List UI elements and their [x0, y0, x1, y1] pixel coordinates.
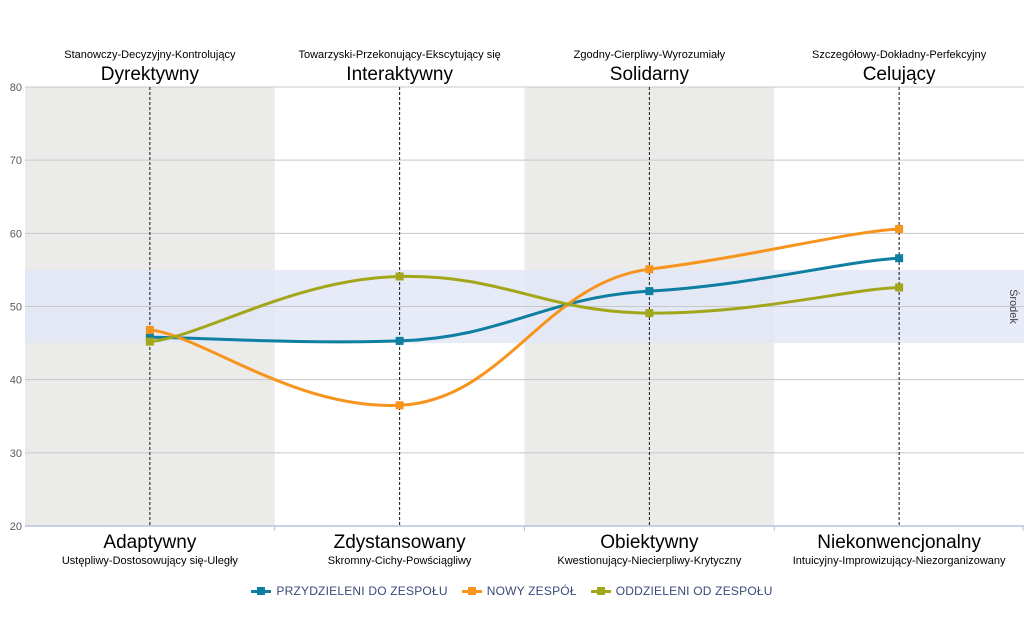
legend-swatch [461, 586, 482, 596]
legend-swatch [590, 586, 611, 596]
bottom-sub-label: Ustępliwy-Dostosowujący się-Uległy [62, 555, 239, 567]
series-line [148, 256, 901, 344]
top-sub-label: Zgodny-Cierpliwy-Wyrozumiały [574, 49, 726, 61]
legend-label: PRZYDZIELENI DO ZESPOŁU [276, 584, 448, 598]
series-line [148, 227, 901, 407]
y-tick-label: 70 [10, 155, 22, 167]
top-main-label: Dyrektywny [101, 64, 200, 85]
legend-swatch [251, 586, 272, 596]
data-point [645, 309, 654, 318]
bottom-main-label: Adaptywny [103, 532, 196, 553]
top-main-label: Solidarny [610, 64, 690, 85]
legend: PRZYDZIELENI DO ZESPOŁU NOWY ZESPÓŁ ODDZIE… [0, 579, 1024, 603]
legend-item: ODDZIELENI OD ZESPOŁU [590, 584, 773, 598]
data-point [895, 283, 904, 292]
data-point [645, 265, 654, 274]
top-main-label: Celujący [863, 64, 936, 85]
data-point [145, 325, 154, 334]
band-label: Środek [1007, 289, 1020, 324]
legend-label: NOWY ZESPÓŁ [486, 584, 577, 598]
bottom-main-label: Niekonwencjonalny [817, 532, 981, 553]
y-tick-label: 60 [10, 228, 22, 240]
data-point [145, 337, 154, 346]
top-sub-label: Szczegółowy-Dokładny-Perfekcyjny [812, 49, 987, 61]
data-point [145, 333, 154, 342]
data-point [645, 287, 654, 296]
y-tick-label: 40 [10, 375, 22, 387]
data-point [395, 272, 404, 281]
bottom-sub-label: Skromny-Cichy-Powściągliwy [328, 555, 472, 567]
data-point [395, 401, 404, 410]
bottom-sub-label: Kwestionujący-Niecierpliwy-Krytyczny [557, 555, 741, 567]
top-main-label: Interaktywny [346, 64, 453, 85]
y-tick-label: 30 [10, 448, 22, 460]
y-tick-label: 50 [10, 302, 22, 314]
bottom-main-label: Zdystansowany [334, 532, 467, 553]
bottom-main-label: Obiektywny [600, 532, 699, 553]
data-point [895, 254, 904, 263]
y-tick-label: 20 [10, 521, 22, 533]
legend-item: NOWY ZESPÓŁ [461, 584, 577, 598]
bottom-sub-label: Intuicyjny-Improwizujący-Niezorganizowan… [793, 555, 1006, 567]
series-line [148, 274, 901, 344]
legend-label: ODDZIELENI OD ZESPOŁU [615, 584, 773, 598]
legend-item: PRZYDZIELENI DO ZESPOŁU [251, 584, 448, 598]
top-sub-label: Stanowczy-Decyzyjny-Kontrolujący [64, 49, 236, 61]
top-sub-label: Towarzyski-Przekonujący-Ekscytujący się [298, 49, 500, 61]
y-tick-label: 80 [10, 82, 22, 94]
data-point [895, 224, 904, 233]
data-point [395, 336, 404, 345]
